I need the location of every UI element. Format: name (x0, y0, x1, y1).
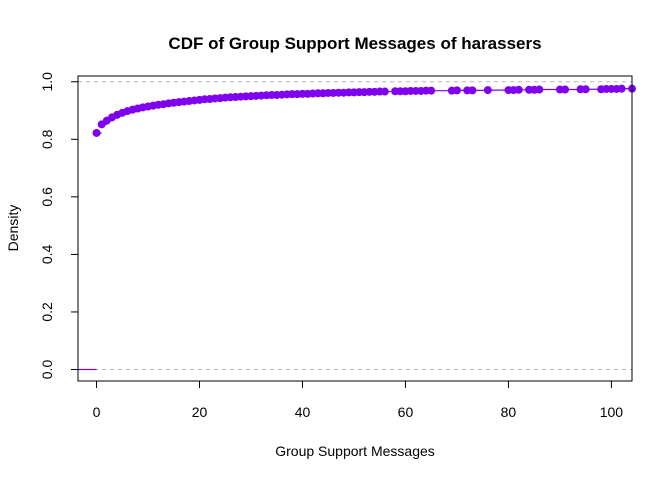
x-tick-label: 100 (600, 404, 624, 420)
x-tick-label: 80 (501, 404, 517, 420)
y-axis-label: Density (5, 205, 21, 252)
data-point (92, 128, 101, 137)
y-tick-label: 1.0 (39, 72, 55, 92)
plot-frame (77, 75, 633, 382)
x-tick-label: 60 (398, 404, 414, 420)
y-tick-label: 0.8 (39, 129, 55, 149)
cdf-series (78, 84, 636, 371)
y-tick-label: 0.0 (39, 360, 55, 380)
y-tick-label: 0.4 (39, 244, 55, 264)
data-point (427, 86, 436, 95)
data-point (561, 85, 570, 94)
x-axis-label: Group Support Messages (275, 443, 435, 459)
x-tick-label: 0 (93, 404, 101, 420)
x-axis: 0 20 40 60 80 100 (93, 380, 624, 420)
data-point (535, 85, 544, 94)
data-point (380, 87, 389, 96)
y-axis: 0.0 0.2 0.4 0.6 0.8 1.0 (39, 72, 79, 380)
x-tick-label: 20 (192, 404, 208, 420)
y-tick-label: 0.6 (39, 187, 55, 207)
data-point (452, 86, 461, 95)
chart-title: CDF of Group Support Messages of harasse… (168, 34, 541, 53)
data-point (483, 86, 492, 95)
x-tick-label: 40 (295, 404, 311, 420)
data-point (468, 86, 477, 95)
y-tick-label: 0.2 (39, 302, 55, 322)
reference-lines (78, 81, 632, 370)
data-point (514, 85, 523, 94)
data-point (581, 85, 590, 94)
data-point (617, 84, 626, 93)
series-step-line (78, 88, 632, 371)
